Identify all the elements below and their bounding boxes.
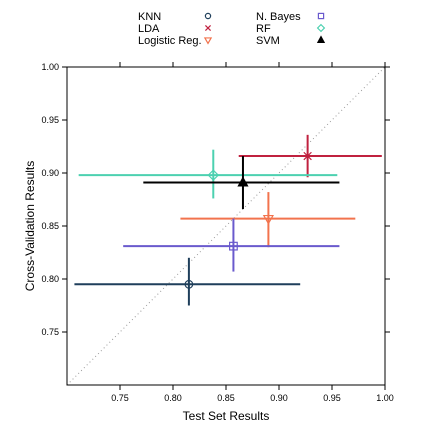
legend-label-n-bayes: N. Bayes (256, 11, 301, 23)
series-layer (74, 134, 382, 306)
y-axis-label: Cross-Validation Results (23, 161, 37, 292)
x-tick-label: 0.90 (270, 393, 288, 403)
series-knn-point (184, 279, 194, 289)
legend-marker-lda-stroke (204, 24, 212, 32)
legend-label-logistic-reg: Logistic Reg. (138, 35, 202, 47)
series-lda-point-stroke (303, 151, 312, 161)
series-rf-point (207, 169, 220, 181)
x-tick-label: 0.85 (217, 393, 235, 403)
series-svm-point (237, 176, 249, 187)
x-axis-label: Test Set Results (183, 409, 270, 423)
legend-marker-logistic-reg (203, 37, 213, 45)
legend-label-svm: SVM (256, 35, 280, 47)
reference-diagonal-line (66, 66, 386, 386)
series-logistic-reg-point (262, 214, 274, 225)
x-tick-label: 0.80 (164, 393, 182, 403)
series-lda (238, 134, 382, 178)
x-axis: 0.75 0.80 0.85 0.90 0.95 1.00 (111, 62, 394, 403)
x-tick-label: 0.95 (323, 393, 341, 403)
y-axis: 0.75 0.80 0.85 0.90 0.95 1.00 (41, 62, 390, 337)
legend-marker-svm (316, 35, 326, 43)
legend-marker-knn (204, 12, 212, 20)
series-svm (143, 156, 340, 210)
legend-marker-lda (204, 24, 212, 32)
y-tick-label: 1.00 (41, 62, 59, 72)
legend-label-knn: KNN (138, 11, 161, 23)
series-rf (78, 149, 338, 199)
y-tick-label: 0.80 (41, 274, 59, 284)
x-tick-label: 0.75 (111, 393, 129, 403)
series-logistic-reg (180, 192, 356, 248)
y-tick-label: 0.90 (41, 168, 59, 178)
y-tick-label: 0.85 (41, 221, 59, 231)
legend-marker-rf (316, 23, 326, 33)
series-n-bayes-point (229, 241, 238, 251)
series-n-bayes (123, 218, 340, 272)
legend-label-lda: LDA (138, 23, 160, 35)
plot-area (66, 66, 386, 386)
y-tick-label: 0.75 (41, 327, 59, 337)
y-tick-label: 0.95 (41, 115, 59, 125)
x-tick-label: 1.00 (376, 393, 394, 403)
legend-label-rf: RF (256, 23, 271, 35)
series-knn (74, 257, 301, 306)
series-lda-point (303, 151, 312, 161)
legend-marker-n-bayes (317, 12, 325, 20)
